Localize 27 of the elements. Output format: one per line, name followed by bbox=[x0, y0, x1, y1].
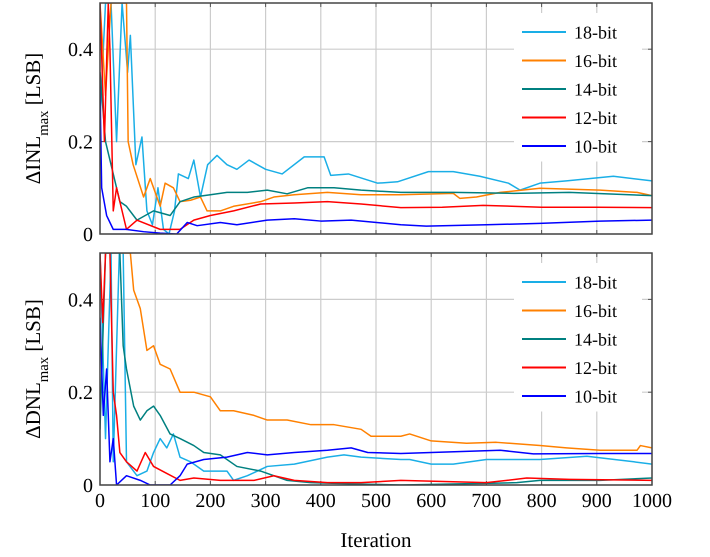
x-tick-label: 500 bbox=[361, 490, 391, 512]
legend-label: 18-bit bbox=[574, 22, 617, 42]
x-tick-label: 200 bbox=[195, 490, 226, 512]
x-tick-label: 400 bbox=[306, 490, 336, 512]
y-tick-label: 0.4 bbox=[68, 39, 93, 62]
legend-label: 18-bit bbox=[574, 272, 617, 292]
y-tick-label: 0.2 bbox=[68, 382, 93, 404]
legend-label: 16-bit bbox=[574, 300, 617, 321]
legend-label: 10-bit bbox=[574, 136, 617, 156]
legend-label: 14-bit bbox=[574, 79, 617, 100]
x-tick-label: 300 bbox=[250, 490, 281, 512]
legend-label: 12-bit bbox=[574, 358, 617, 378]
y-tick-label: 0 bbox=[83, 224, 93, 246]
x-tick-label: 800 bbox=[526, 490, 557, 512]
y-tick-label: 0.4 bbox=[68, 289, 93, 312]
legend-label: 16-bit bbox=[574, 50, 617, 71]
y-tick-label: 0.2 bbox=[68, 132, 93, 154]
x-tick-label: 700 bbox=[471, 490, 502, 512]
x-tick-label: 600 bbox=[416, 490, 446, 512]
legend-label: 10-bit bbox=[574, 386, 617, 406]
legend-label: 14-bit bbox=[574, 329, 617, 350]
x-axis-title: Iteration bbox=[340, 528, 412, 552]
x-tick-label: 100 bbox=[140, 490, 170, 512]
x-tick-label: 1000 bbox=[632, 490, 672, 512]
y-tick-label: 0 bbox=[83, 475, 93, 497]
legend-label: 12-bit bbox=[574, 108, 617, 128]
x-tick-label: 900 bbox=[582, 490, 612, 512]
